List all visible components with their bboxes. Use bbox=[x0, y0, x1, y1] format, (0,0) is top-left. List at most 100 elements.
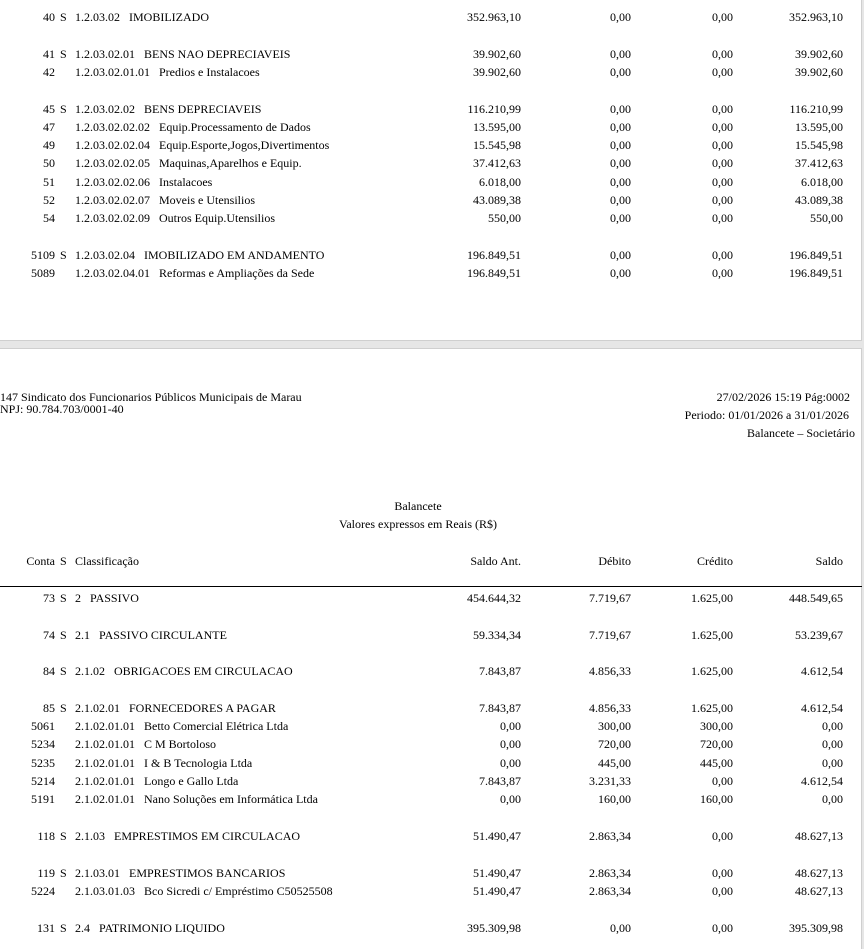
classificacao: 2.1 bbox=[75, 628, 90, 642]
classificacao: 1.2.03.02.01 bbox=[75, 47, 135, 61]
credito: 1.625,00 bbox=[691, 701, 733, 715]
saldo-ant: 6.018,00 bbox=[479, 175, 521, 189]
synthetic-flag: S bbox=[60, 701, 67, 715]
descricao: Predios e Instalacoes bbox=[159, 65, 260, 79]
classificacao: 2.4 bbox=[75, 921, 90, 935]
col-conta: Conta bbox=[26, 554, 55, 568]
credito: 1.625,00 bbox=[691, 664, 733, 678]
table-row: 5089 1.2.03.02.04.01 Reformas e Ampliações… bbox=[0, 265, 861, 281]
saldo-ant: 13.595,00 bbox=[473, 120, 521, 134]
report-page-2: 147 Sindicato dos Funcionarios Públicos … bbox=[0, 348, 862, 949]
descricao: Betto Comercial Elétrica Ltda bbox=[144, 719, 289, 733]
table-row: 73 S 2 PASSIVO 454.644,32 7.719,67 1.625,00 448… bbox=[0, 590, 861, 606]
credito: 0,00 bbox=[712, 774, 733, 788]
saldo: 15.545,98 bbox=[795, 138, 843, 152]
synthetic-flag: S bbox=[60, 591, 67, 605]
descricao: EMPRESTIMOS EM CIRCULACAO bbox=[114, 829, 301, 843]
credito: 0,00 bbox=[712, 211, 733, 225]
descricao: Outros Equip.Utensilios bbox=[159, 211, 275, 225]
debito: 7.719,67 bbox=[589, 628, 631, 642]
debito: 0,00 bbox=[610, 248, 631, 262]
descricao: Moveis e Utensilios bbox=[159, 193, 255, 207]
saldo-ant: 0,00 bbox=[500, 792, 521, 806]
saldo: 4.612,54 bbox=[801, 664, 843, 678]
col-s: S bbox=[60, 554, 67, 568]
classificacao: 2.1.02.01.01 bbox=[75, 792, 135, 806]
debito: 720,00 bbox=[598, 737, 631, 751]
debito: 0,00 bbox=[610, 266, 631, 280]
saldo-ant: 395.309,98 bbox=[467, 921, 521, 935]
table-row: 5214 2.1.02.01.01 Longo e Gallo Ltda 7.843,… bbox=[0, 773, 861, 789]
col-credito: Crédito bbox=[697, 554, 733, 568]
classificacao: 2.1.02 bbox=[75, 664, 105, 678]
credito: 0,00 bbox=[712, 266, 733, 280]
table-row: 118 S 2.1.03 EMPRESTIMOS EM CIRCULACAO 51.49… bbox=[0, 828, 861, 844]
saldo: 48.627,13 bbox=[795, 866, 843, 880]
saldo-ant: 43.089,38 bbox=[473, 193, 521, 207]
conta: 5224 bbox=[31, 884, 55, 898]
table-row: 41 S 1.2.03.02.01 BENS NAO DEPRECIAVEIS 39.9… bbox=[0, 46, 861, 62]
table-row: 40 S 1.2.03.02 IMOBILIZADO 352.963,10 0,00 0,0… bbox=[0, 9, 861, 25]
descricao: EMPRESTIMOS BANCARIOS bbox=[129, 866, 286, 880]
cnpj: NPJ: 90.784.703/0001-40 bbox=[0, 402, 124, 416]
synthetic-flag: S bbox=[60, 829, 67, 843]
company-name: 147 Sindicato dos Funcionarios Públicos … bbox=[0, 390, 302, 404]
debito: 0,00 bbox=[610, 156, 631, 170]
report-type: Balancete – Societário bbox=[747, 426, 855, 440]
report-subtitle: Valores expressos em Reais (R$) bbox=[339, 517, 497, 531]
saldo: 0,00 bbox=[822, 719, 843, 733]
debito: 2.863,34 bbox=[589, 829, 631, 843]
conta: 5234 bbox=[31, 737, 55, 751]
saldo-ant: 7.843,87 bbox=[479, 664, 521, 678]
saldo: 48.627,13 bbox=[795, 829, 843, 843]
descricao: IMOBILIZADO EM ANDAMENTO bbox=[144, 248, 325, 262]
descricao: C M Bortoloso bbox=[144, 737, 217, 751]
debito: 0,00 bbox=[610, 10, 631, 24]
classificacao: 1.2.03.02.02.06 bbox=[75, 175, 150, 189]
debito: 0,00 bbox=[610, 65, 631, 79]
saldo: 0,00 bbox=[822, 756, 843, 770]
credito: 0,00 bbox=[712, 193, 733, 207]
saldo: 550,00 bbox=[810, 211, 843, 225]
classificacao: 1.2.03.02.01.01 bbox=[75, 65, 150, 79]
debito: 7.719,67 bbox=[589, 591, 631, 605]
table-row: 49 1.2.03.02.02.04 Equip.Esporte,Jogos,Div… bbox=[0, 137, 861, 153]
credito: 0,00 bbox=[712, 866, 733, 880]
saldo: 53.239,67 bbox=[795, 628, 843, 642]
saldo-ant: 59.334,34 bbox=[473, 628, 521, 642]
credito: 0,00 bbox=[712, 10, 733, 24]
table-header: Conta S Classificação Saldo Ant. Débito … bbox=[0, 553, 861, 569]
table-row: 54 1.2.03.02.02.09 Outros Equip.Utensilios… bbox=[0, 210, 861, 226]
classificacao: 2.1.02.01.01 bbox=[75, 737, 135, 751]
classificacao: 1.2.03.02.02.04 bbox=[75, 138, 150, 152]
table-row: 52 1.2.03.02.02.07 Moveis e Utensilios 43.0… bbox=[0, 192, 861, 208]
classificacao: 1.2.03.02.02.09 bbox=[75, 211, 150, 225]
conta: 5089 bbox=[31, 266, 55, 280]
synthetic-flag: S bbox=[60, 102, 67, 116]
debito: 3.231,33 bbox=[589, 774, 631, 788]
conta: 5235 bbox=[31, 756, 55, 770]
table-row: 84 S 2.1.02 OBRIGACOES EM CIRCULACAO 7.843,8… bbox=[0, 663, 861, 679]
credito: 0,00 bbox=[712, 175, 733, 189]
conta: 41 bbox=[43, 47, 55, 61]
conta: 5061 bbox=[31, 719, 55, 733]
classificacao: 2.1.02.01.01 bbox=[75, 756, 135, 770]
debito: 300,00 bbox=[598, 719, 631, 733]
saldo: 37.412,63 bbox=[795, 156, 843, 170]
conta: 73 bbox=[43, 591, 55, 605]
classificacao: 2.1.02.01.01 bbox=[75, 774, 135, 788]
descricao: PASSIVO bbox=[90, 591, 139, 605]
synthetic-flag: S bbox=[60, 664, 67, 678]
saldo: 39.902,60 bbox=[795, 47, 843, 61]
debito: 0,00 bbox=[610, 138, 631, 152]
saldo: 0,00 bbox=[822, 792, 843, 806]
table-row: 5234 2.1.02.01.01 C M Bortoloso 0,00 720,00 7… bbox=[0, 736, 861, 752]
credito: 0,00 bbox=[712, 829, 733, 843]
saldo-ant: 116.210,99 bbox=[467, 102, 521, 116]
debito: 4.856,33 bbox=[589, 701, 631, 715]
synthetic-flag: S bbox=[60, 921, 67, 935]
credito: 0,00 bbox=[712, 47, 733, 61]
classificacao: 1.2.03.02.04.01 bbox=[75, 266, 150, 280]
conta: 54 bbox=[43, 211, 55, 225]
report-title: Balancete bbox=[394, 499, 442, 513]
